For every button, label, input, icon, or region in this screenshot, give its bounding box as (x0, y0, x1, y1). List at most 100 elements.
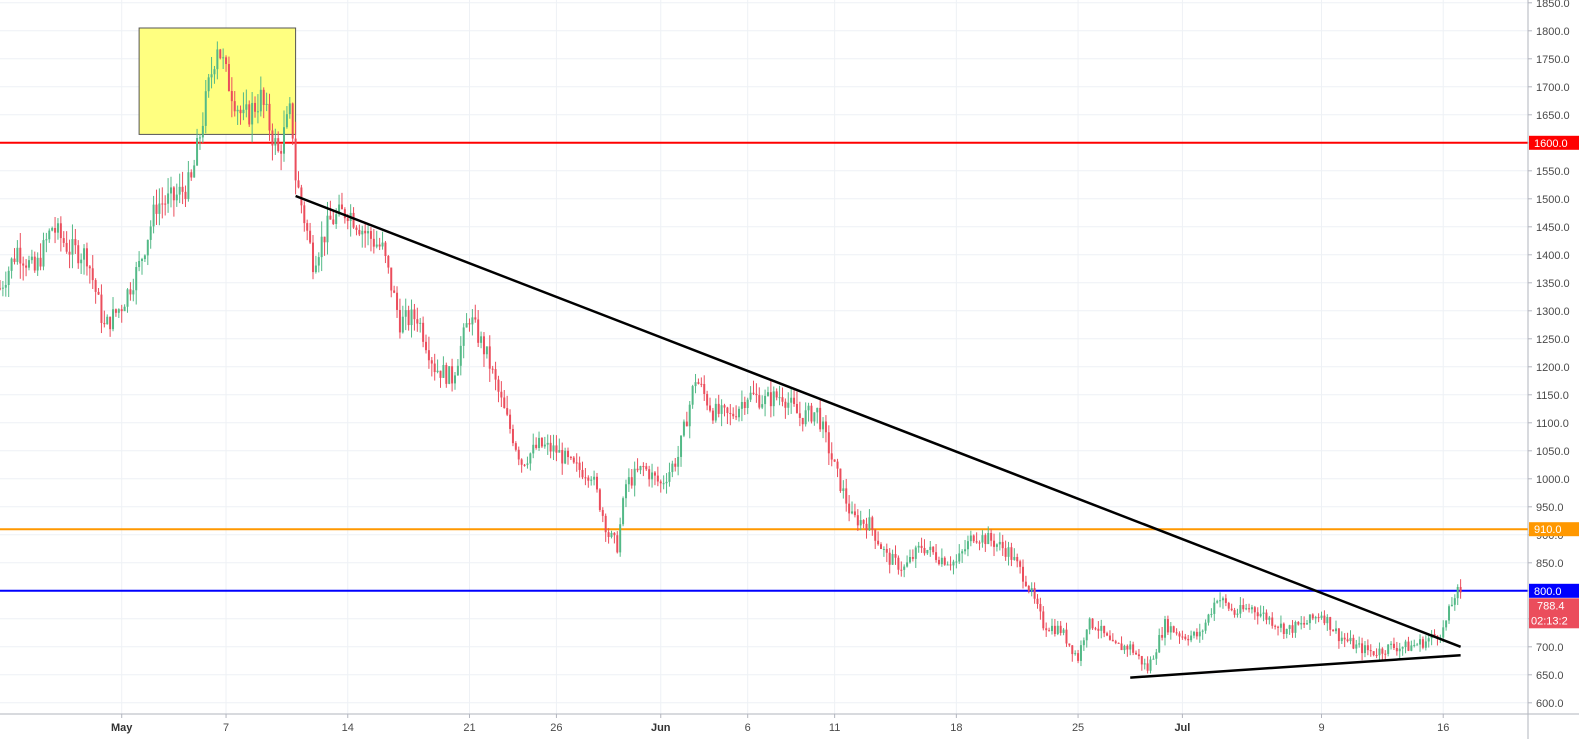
candle-body (584, 477, 587, 479)
candle-body (1274, 625, 1277, 627)
candle-body (1303, 622, 1306, 625)
y-tick-label: 1800.0 (1536, 26, 1570, 38)
candle-body (1010, 547, 1013, 560)
candle-body (274, 138, 277, 146)
candle-body (1308, 614, 1311, 624)
time-axis[interactable]: May 7 14 21 26 Jun 6 11 18 25 Jul 9 16 (0, 713, 1579, 734)
x-tick-label: 7 (223, 722, 229, 734)
candle-body (1190, 635, 1193, 641)
candle-body (813, 412, 816, 422)
candle-body (198, 137, 201, 139)
y-tick-label: 1700.0 (1536, 82, 1570, 94)
candle-body (853, 511, 856, 516)
candle-body (71, 239, 74, 255)
candle-countdown-label: 02:13:2 (1531, 615, 1568, 627)
y-tick-label: 1850.0 (1536, 0, 1570, 10)
candle-body (407, 310, 410, 326)
candle-body (181, 186, 184, 192)
candle-body (578, 462, 581, 470)
candle-body (627, 477, 630, 485)
candle-body (1198, 631, 1201, 637)
candle-body (877, 540, 880, 545)
candle-body (123, 306, 126, 312)
candle-body (16, 247, 19, 262)
candle-body (1456, 586, 1459, 599)
candle-body (610, 532, 613, 537)
candle-body (1091, 618, 1094, 629)
candle-body (845, 488, 848, 504)
candle-body (387, 256, 390, 268)
candle-body (346, 218, 349, 222)
candle-body (285, 114, 288, 128)
candle-body (926, 549, 929, 554)
candle-body (671, 463, 674, 473)
candle-body (624, 484, 627, 499)
candle-body (329, 215, 332, 220)
candle-body (949, 564, 952, 566)
candle-body (1033, 588, 1036, 599)
candle-body (468, 323, 471, 325)
candle-body (564, 450, 567, 464)
candle-body (1363, 645, 1366, 654)
candle-body (1181, 636, 1184, 638)
candle-body (526, 463, 529, 465)
candle-body (1381, 648, 1384, 654)
candle-body (830, 453, 833, 460)
candle-body (1062, 629, 1065, 633)
candle-body (491, 368, 494, 370)
candle-body (517, 449, 520, 460)
candle-body (146, 239, 149, 256)
candle-body (587, 477, 590, 481)
candle-body (703, 384, 706, 394)
trendline (1130, 653, 1461, 679)
candle-body (10, 258, 13, 271)
y-tick-label: 1350.0 (1536, 278, 1570, 290)
candle-body (1120, 643, 1123, 651)
candle-body (280, 151, 283, 154)
candle-body (761, 404, 764, 408)
candle-body (419, 322, 422, 324)
candle-body (758, 395, 761, 408)
candle-body (1004, 548, 1007, 557)
candle-body (1082, 640, 1085, 646)
candle-body (485, 346, 488, 355)
candle-body (1088, 618, 1091, 630)
level-badge-bg (1529, 583, 1579, 598)
candle-body (100, 294, 103, 323)
candle-body (648, 469, 651, 480)
candle-body (1340, 637, 1343, 642)
candle-body (219, 49, 222, 59)
candle-body (172, 187, 175, 201)
candle-body (1413, 644, 1416, 646)
candle-body (117, 309, 120, 313)
candle-body (1378, 648, 1381, 656)
candle-body (848, 503, 851, 514)
candle-body (561, 449, 564, 464)
y-tick-label: 1550.0 (1536, 166, 1570, 178)
candle-body (355, 227, 358, 230)
candle-body (1024, 581, 1027, 586)
candle-body (908, 557, 911, 563)
price-axis[interactable]: 600.0650.0700.0750.0800.0850.0900.0950.0… (1527, 0, 1570, 739)
candle-body (613, 532, 616, 536)
candle-body (1053, 625, 1056, 635)
candle-body (923, 547, 926, 554)
candle-body (80, 259, 83, 264)
candle-body (451, 366, 454, 384)
candle-body (1227, 602, 1230, 609)
candle-body (482, 336, 485, 355)
candle-body (659, 481, 662, 484)
candle-body (891, 554, 894, 565)
candle-body (1169, 626, 1172, 633)
candle-body (1410, 645, 1413, 651)
candle-body (766, 392, 769, 396)
candle-body (769, 392, 772, 407)
candle-body (888, 552, 891, 565)
candle-body (1398, 648, 1401, 652)
candle-body (1277, 626, 1280, 628)
candle-body (738, 408, 740, 418)
candle-body (795, 403, 798, 414)
candle-body (369, 231, 372, 239)
candle-body (103, 322, 106, 325)
